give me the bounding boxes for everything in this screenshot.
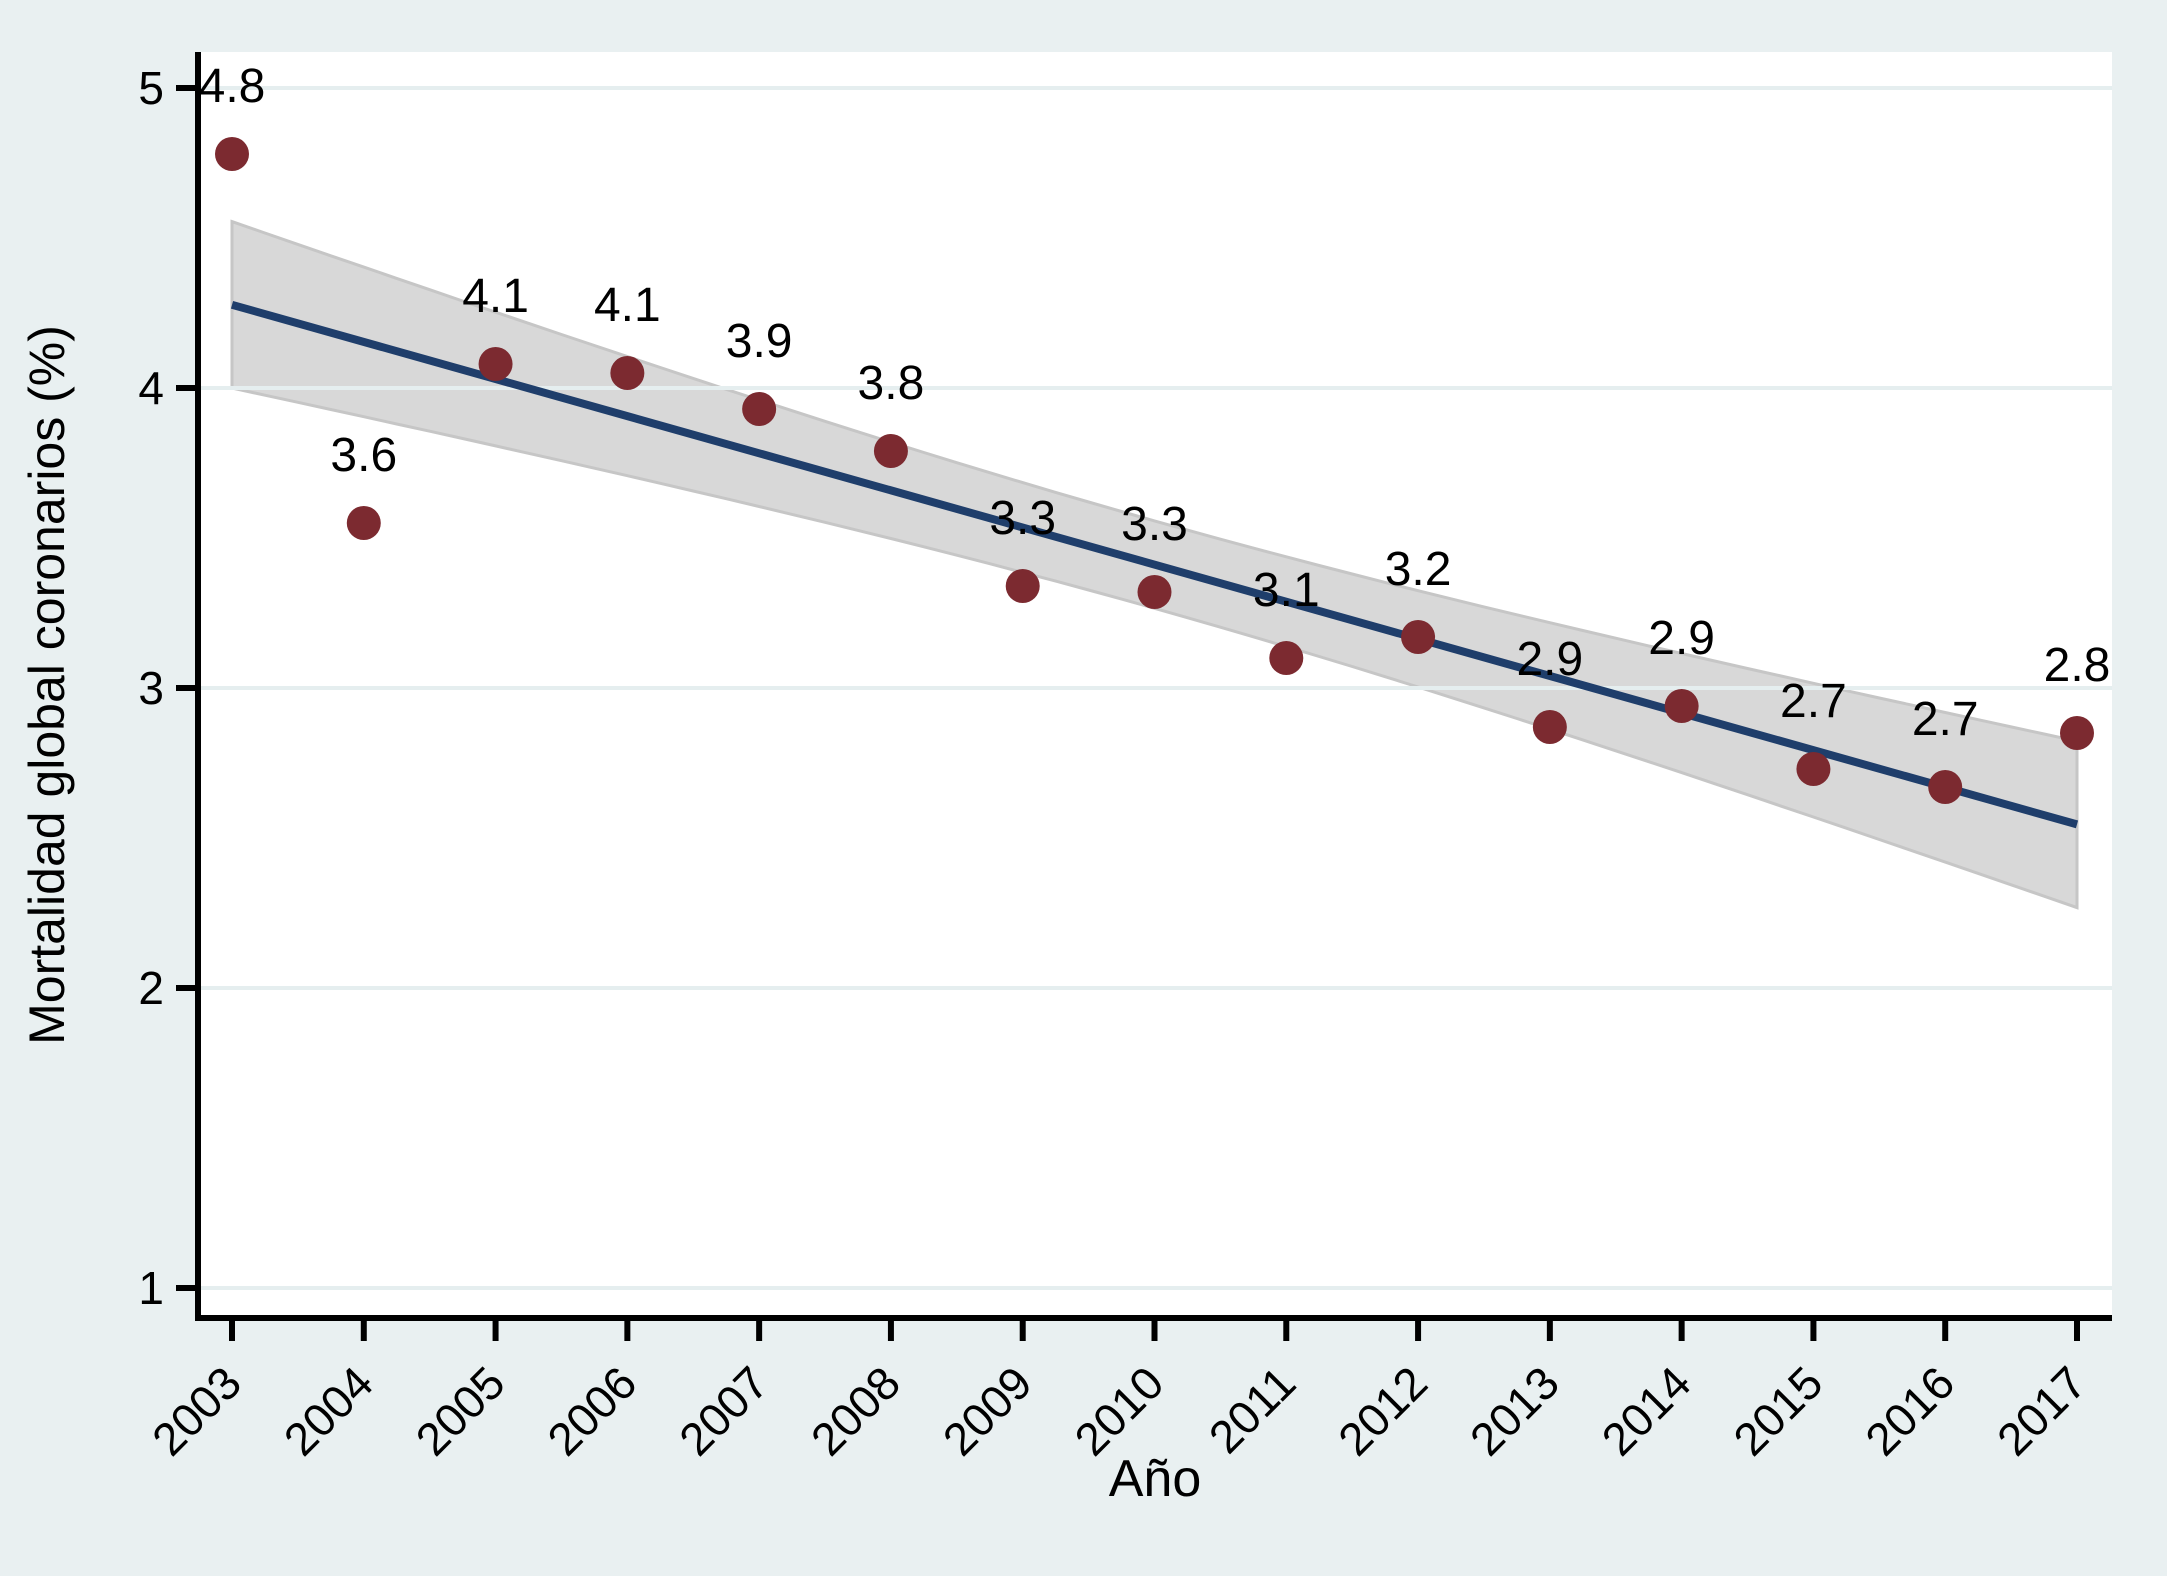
data-point-2004 — [346, 506, 381, 540]
data-point-label-2011: 3.1 — [1253, 564, 1320, 617]
data-point-label-2003: 4.8 — [199, 60, 266, 113]
data-point-label-2016: 2.7 — [1912, 693, 1979, 746]
y-axis-title: Mortalidad global coronarios (%) — [19, 325, 75, 1045]
x-tick-label-2014: 2014 — [1592, 1356, 1701, 1465]
data-point-label-2006: 4.1 — [594, 279, 661, 332]
y-tick-label-5: 5 — [138, 62, 164, 114]
data-point-label-2015: 2.7 — [1780, 675, 1847, 728]
x-tick-label-2007: 2007 — [669, 1356, 778, 1465]
data-point-label-2017: 2.8 — [2044, 639, 2111, 692]
plot-layers: 4.8 3.6 4.1 4.1 3.9 3.8 3.3 3.3 3.1 3.2 2.9 2.9 2.7 2… — [138, 52, 2112, 1465]
data-point-2015 — [1796, 752, 1831, 786]
x-tick-label-2016: 2016 — [1855, 1356, 1964, 1465]
x-tick-label-2003: 2003 — [142, 1356, 251, 1465]
fit-line — [230, 300, 2079, 829]
x-tick-label-2015: 2015 — [1723, 1356, 1832, 1465]
x-tick-label-2004: 2004 — [274, 1356, 383, 1465]
data-point-label-2010: 3.3 — [1121, 498, 1188, 551]
data-point-2007 — [742, 392, 777, 426]
data-point-2012 — [1401, 620, 1436, 654]
data-point-label-2005: 4.1 — [462, 270, 529, 323]
data-point-label-2009: 3.3 — [989, 492, 1056, 545]
data-point-label-2007: 3.9 — [726, 315, 793, 368]
x-tick-label-2005: 2005 — [406, 1356, 515, 1465]
y-tick-label-4: 4 — [138, 362, 164, 414]
data-point-2013 — [1532, 710, 1567, 744]
data-point-2006 — [610, 356, 645, 390]
x-tick-label-2012: 2012 — [1328, 1356, 1437, 1465]
x-tick-label-2017: 2017 — [1987, 1356, 2096, 1465]
data-point-2016 — [1928, 770, 1963, 804]
data-point-2003 — [215, 137, 249, 171]
data-point-2011 — [1269, 641, 1304, 675]
y-tick-label-1: 1 — [138, 1262, 164, 1314]
data-point-2014 — [1664, 689, 1699, 723]
data-point-2010 — [1137, 575, 1172, 609]
data-point-2009 — [1005, 569, 1040, 603]
x-tick-label-2009: 2009 — [933, 1356, 1042, 1465]
data-point-2017 — [2059, 716, 2094, 750]
data-point-label-2008: 3.8 — [858, 357, 925, 410]
data-point-label-2013: 2.9 — [1516, 633, 1583, 686]
data-point-2005 — [478, 347, 513, 381]
data-point-label-2004: 3.6 — [330, 429, 397, 482]
y-tick-label-3: 3 — [138, 662, 164, 714]
x-tick-label-2011: 2011 — [1199, 1356, 1306, 1463]
x-axis-title: Año — [1109, 1450, 1202, 1508]
data-point-2008 — [873, 434, 908, 468]
data-point-label-2014: 2.9 — [1648, 612, 1715, 665]
x-tick-label-2013: 2013 — [1460, 1356, 1569, 1465]
y-tick-label-2: 2 — [138, 962, 164, 1014]
x-tick-label-2008: 2008 — [801, 1356, 910, 1465]
data-point-label-2012: 3.2 — [1385, 543, 1452, 596]
x-tick-label-2006: 2006 — [537, 1356, 646, 1465]
